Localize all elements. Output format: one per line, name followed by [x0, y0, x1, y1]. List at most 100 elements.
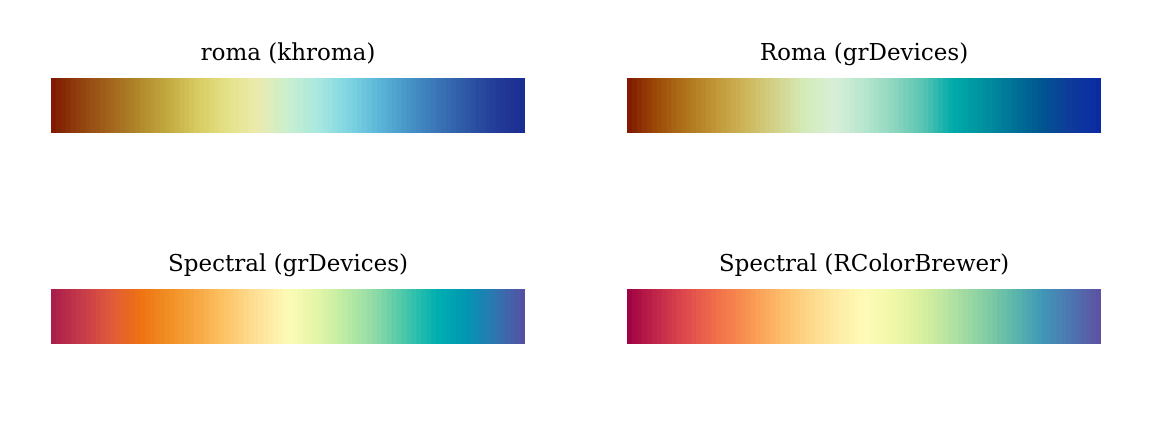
color-cell: [908, 289, 914, 344]
colorbar-panel-roma-grdevices: Roma (grDevices): [627, 38, 1101, 168]
color-cell: [238, 289, 245, 344]
color-cell: [347, 78, 353, 133]
color-cell: [337, 289, 343, 344]
color-cell: [100, 289, 106, 344]
color-cell: [765, 289, 771, 344]
color-cell: [868, 78, 875, 133]
color-cell: [218, 78, 225, 133]
color-cell: [854, 289, 860, 344]
color-cell: [470, 289, 477, 344]
color-cell: [139, 78, 146, 133]
color-cell: [666, 289, 673, 344]
color-cell: [134, 78, 141, 133]
color-cell: [515, 78, 521, 133]
color-cell: [381, 289, 388, 344]
color-cell: [671, 289, 677, 344]
color-cell: [997, 78, 1003, 133]
panel-title: Spectral (grDevices): [168, 251, 408, 277]
color-cell: [253, 78, 259, 133]
color-cell: [878, 289, 885, 344]
color-cell: [460, 78, 467, 133]
color-cell: [829, 78, 835, 133]
color-cell: [144, 78, 151, 133]
color-cell: [898, 78, 905, 133]
color-cell: [918, 289, 924, 344]
color-cell: [923, 289, 929, 344]
color-cell: [396, 78, 403, 133]
color-cell: [55, 78, 62, 133]
color-cell: [1061, 289, 1068, 344]
color-cell: [1031, 289, 1038, 344]
color-cell: [159, 78, 166, 133]
color-cell: [386, 289, 393, 344]
color-cell: [789, 289, 796, 344]
color-cell: [730, 289, 737, 344]
color-cell: [130, 289, 136, 344]
color-cell: [952, 78, 959, 133]
color-cell: [149, 289, 156, 344]
color-cell: [864, 289, 870, 344]
color-cell: [651, 289, 658, 344]
color-cell: [903, 78, 910, 133]
color-cell: [371, 78, 378, 133]
color-cell: [105, 289, 111, 344]
color-cell: [65, 289, 72, 344]
color-cell: [149, 78, 156, 133]
color-cell: [1056, 78, 1063, 133]
color-cell: [977, 289, 984, 344]
color-cell: [720, 289, 727, 344]
color-cell: [283, 78, 289, 133]
color-cell: [352, 78, 358, 133]
color-cell: [327, 78, 334, 133]
color-cell: [785, 289, 791, 344]
color-cell: [357, 78, 363, 133]
color-cell: [460, 289, 467, 344]
color-cell: [401, 289, 408, 344]
color-cell: [480, 289, 487, 344]
color-cell: [228, 78, 235, 133]
color-cell: [760, 78, 766, 133]
color-cell: [775, 289, 781, 344]
color-cell: [263, 78, 269, 133]
color-cell: [426, 78, 432, 133]
color-cell: [421, 289, 427, 344]
color-cell: [1061, 78, 1068, 133]
color-cell: [179, 78, 185, 133]
color-cell: [1012, 78, 1018, 133]
color-cell: [213, 78, 220, 133]
color-cell: [735, 78, 742, 133]
color-cell: [710, 289, 717, 344]
color-cell: [780, 289, 786, 344]
color-cell: [322, 289, 329, 344]
color-cell: [401, 78, 408, 133]
color-cell: [681, 289, 687, 344]
color-cell: [248, 78, 255, 133]
color-cell: [839, 78, 845, 133]
color-cell: [327, 289, 334, 344]
color-cell: [750, 78, 756, 133]
color-cell: [288, 78, 294, 133]
color-cell: [441, 289, 447, 344]
color-cell: [120, 78, 126, 133]
color-cell: [209, 289, 215, 344]
color-cell: [406, 289, 413, 344]
color-cell: [1086, 78, 1092, 133]
color-cell: [720, 78, 727, 133]
color-cell: [100, 78, 106, 133]
color-cell: [490, 289, 496, 344]
color-cell: [411, 78, 417, 133]
color-cell: [997, 289, 1003, 344]
color-cell: [60, 289, 67, 344]
color-cell: [1071, 289, 1077, 344]
color-cell: [646, 289, 653, 344]
color-cell: [982, 78, 989, 133]
color-cell: [1066, 78, 1072, 133]
color-cell: [80, 289, 87, 344]
color-cell: [938, 78, 944, 133]
color-cell: [480, 78, 487, 133]
color-cell: [651, 78, 658, 133]
color-cell: [676, 78, 682, 133]
color-cell: [130, 78, 136, 133]
color-cell: [1096, 289, 1101, 344]
color-cell: [292, 289, 299, 344]
